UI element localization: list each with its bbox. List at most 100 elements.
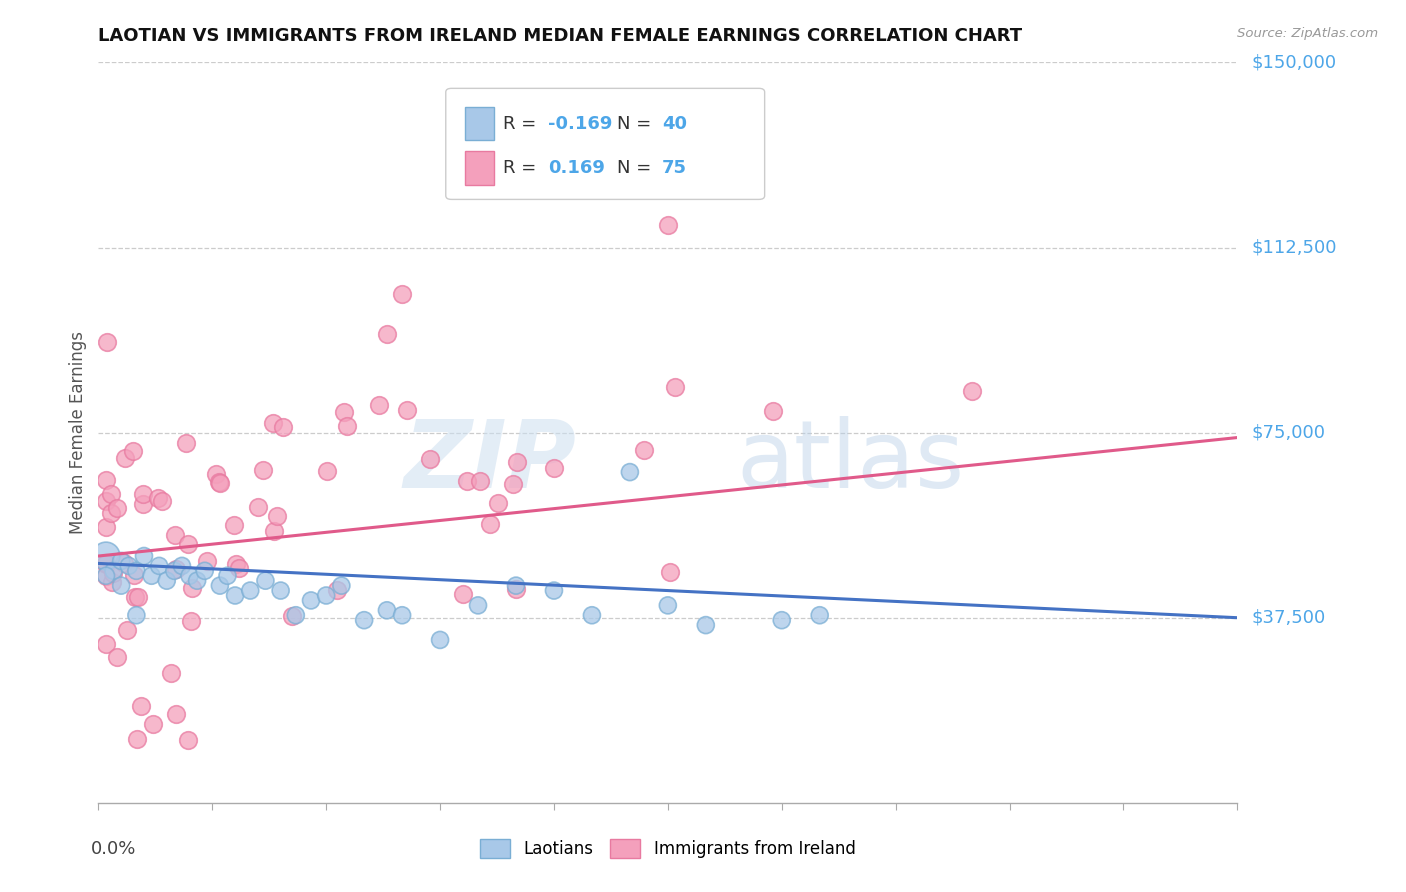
Point	[262, 416, 284, 430]
Text: $112,500: $112,500	[1251, 238, 1337, 257]
Text: 0.169: 0.169	[548, 160, 605, 178]
Point	[353, 613, 375, 627]
Point	[326, 582, 349, 597]
Point	[581, 608, 603, 623]
Point	[315, 589, 337, 603]
Point	[177, 733, 200, 747]
Point	[115, 623, 138, 637]
FancyBboxPatch shape	[465, 152, 494, 185]
Point	[166, 561, 188, 575]
Point	[225, 557, 247, 571]
Point	[163, 564, 186, 578]
Point	[284, 608, 307, 623]
Point	[252, 463, 274, 477]
Point	[166, 706, 188, 721]
Point	[96, 335, 118, 350]
Text: 0.0%: 0.0%	[91, 840, 136, 858]
Point	[281, 609, 304, 624]
Point	[94, 494, 117, 508]
Point	[121, 444, 143, 458]
Point	[195, 554, 218, 568]
Point	[118, 558, 141, 573]
Point	[266, 508, 288, 523]
Point	[103, 564, 125, 578]
Point	[468, 474, 491, 488]
Point	[180, 614, 202, 628]
Point	[808, 608, 831, 623]
Point	[451, 587, 474, 601]
Point	[505, 582, 527, 596]
Point	[176, 537, 198, 551]
FancyBboxPatch shape	[446, 88, 765, 200]
Point	[224, 589, 246, 603]
Text: 75: 75	[662, 160, 688, 178]
Point	[695, 618, 717, 632]
Point	[101, 566, 124, 581]
Point	[127, 590, 149, 604]
Point	[502, 477, 524, 491]
Text: 40: 40	[662, 115, 688, 133]
Point	[246, 500, 269, 515]
Point	[664, 380, 686, 394]
Point	[228, 561, 250, 575]
Point	[132, 487, 155, 501]
Point	[105, 501, 128, 516]
Point	[657, 599, 679, 613]
Point	[505, 579, 527, 593]
Point	[94, 568, 117, 582]
Point	[125, 564, 148, 578]
Point	[254, 574, 277, 588]
Point	[217, 568, 239, 582]
Point	[156, 574, 179, 588]
FancyBboxPatch shape	[465, 107, 494, 140]
Point	[658, 565, 681, 579]
Text: -0.169: -0.169	[548, 115, 613, 133]
Y-axis label: Median Female Earnings: Median Female Earnings	[69, 331, 87, 534]
Point	[239, 583, 262, 598]
Point	[391, 287, 413, 301]
Point	[114, 450, 136, 465]
Text: R =: R =	[503, 115, 541, 133]
Text: $150,000: $150,000	[1251, 54, 1336, 71]
Point	[467, 599, 489, 613]
Point	[125, 608, 148, 623]
Point	[208, 579, 231, 593]
Point	[127, 731, 149, 746]
Point	[146, 491, 169, 505]
Point	[160, 665, 183, 680]
Point	[332, 405, 354, 419]
Point	[170, 558, 193, 573]
Point	[316, 465, 339, 479]
Point	[263, 524, 285, 538]
Point	[94, 549, 117, 563]
Point	[209, 476, 232, 491]
Text: $37,500: $37,500	[1251, 608, 1326, 627]
Point	[657, 219, 679, 233]
Text: Source: ZipAtlas.com: Source: ZipAtlas.com	[1237, 27, 1378, 40]
Point	[100, 575, 122, 590]
Point	[960, 384, 983, 398]
Point	[299, 593, 322, 607]
Point	[105, 650, 128, 665]
Point	[122, 568, 145, 582]
Point	[368, 398, 391, 412]
Point	[132, 549, 155, 563]
Point	[181, 582, 204, 596]
Text: R =: R =	[503, 160, 547, 178]
Point	[142, 716, 165, 731]
Point	[543, 460, 565, 475]
Point	[633, 442, 655, 457]
Point	[94, 474, 117, 488]
Point	[131, 699, 153, 714]
Point	[391, 608, 413, 623]
Point	[94, 557, 117, 571]
Point	[762, 403, 785, 417]
Point	[163, 527, 186, 541]
Point	[330, 579, 353, 593]
Point	[270, 583, 292, 598]
Point	[100, 487, 122, 501]
Point	[94, 520, 117, 534]
Point	[375, 326, 398, 341]
Text: N =: N =	[617, 160, 657, 178]
Point	[396, 402, 419, 417]
